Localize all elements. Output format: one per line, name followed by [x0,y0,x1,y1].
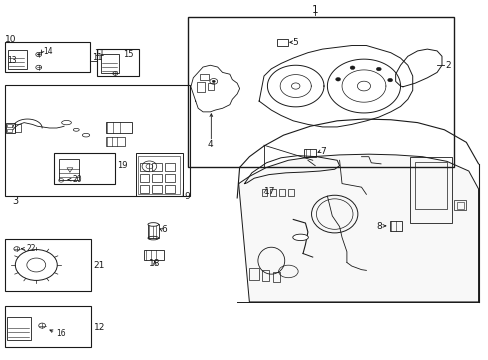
Bar [409,157,451,223]
Bar [152,174,162,182]
Text: 11: 11 [94,49,104,58]
Text: 12: 12 [94,323,105,332]
Text: 14: 14 [43,47,53,56]
Bar [249,268,259,280]
Text: 15: 15 [122,50,133,59]
Bar [8,50,26,69]
Bar [188,17,453,167]
Text: 16: 16 [56,329,65,338]
Bar [164,185,174,193]
Bar [59,159,79,180]
Bar [261,189,267,196]
Bar [101,54,119,73]
Circle shape [376,67,381,71]
Text: 10: 10 [4,35,16,44]
Bar [277,39,287,45]
Bar [304,149,316,157]
Bar [105,122,132,134]
Text: 20: 20 [72,175,82,184]
Bar [279,189,285,196]
Bar [144,249,163,260]
Text: 2: 2 [445,61,450,70]
Text: 3: 3 [12,196,18,206]
Text: 4: 4 [207,140,213,149]
Bar [4,85,189,196]
Bar [164,174,174,182]
Bar [140,185,149,193]
Bar [148,225,158,238]
Bar [270,189,276,196]
Text: 18: 18 [149,259,161,268]
Bar [7,129,12,132]
Bar [4,306,91,347]
Bar [261,270,268,281]
Text: 9: 9 [183,192,189,201]
Bar [97,49,139,76]
Text: 11: 11 [92,53,102,62]
Bar [152,163,162,171]
Text: 19: 19 [117,161,127,170]
Bar [164,163,174,171]
Bar [199,74,209,80]
Bar [287,189,293,196]
Bar [4,42,90,72]
Circle shape [335,77,340,81]
Bar [138,156,180,194]
Bar [414,162,446,209]
Text: 1: 1 [311,5,318,15]
Ellipse shape [148,223,158,226]
Circle shape [387,78,392,82]
Bar [7,318,31,339]
Ellipse shape [292,234,308,240]
Text: 8: 8 [375,222,381,231]
Circle shape [349,66,354,69]
Bar [389,221,401,231]
Bar [207,83,213,90]
Circle shape [212,80,215,82]
Bar [105,137,125,146]
Text: 21: 21 [93,261,104,270]
Bar [54,153,115,184]
Bar [7,124,12,127]
Bar [456,202,463,209]
Text: 5: 5 [292,38,297,47]
Bar [15,124,21,132]
Circle shape [38,54,40,55]
Text: 13: 13 [7,56,17,65]
Bar [272,272,280,282]
Text: 7: 7 [320,147,325,156]
Bar [196,82,205,92]
Text: 6: 6 [161,225,167,234]
Bar [140,163,149,171]
Bar [140,174,149,182]
Bar [5,123,15,134]
Bar [4,239,91,291]
Bar [453,200,466,211]
Bar [152,185,162,193]
Text: 17: 17 [264,187,275,196]
Polygon shape [238,154,478,302]
Bar [136,153,182,196]
Text: 22: 22 [26,244,36,253]
